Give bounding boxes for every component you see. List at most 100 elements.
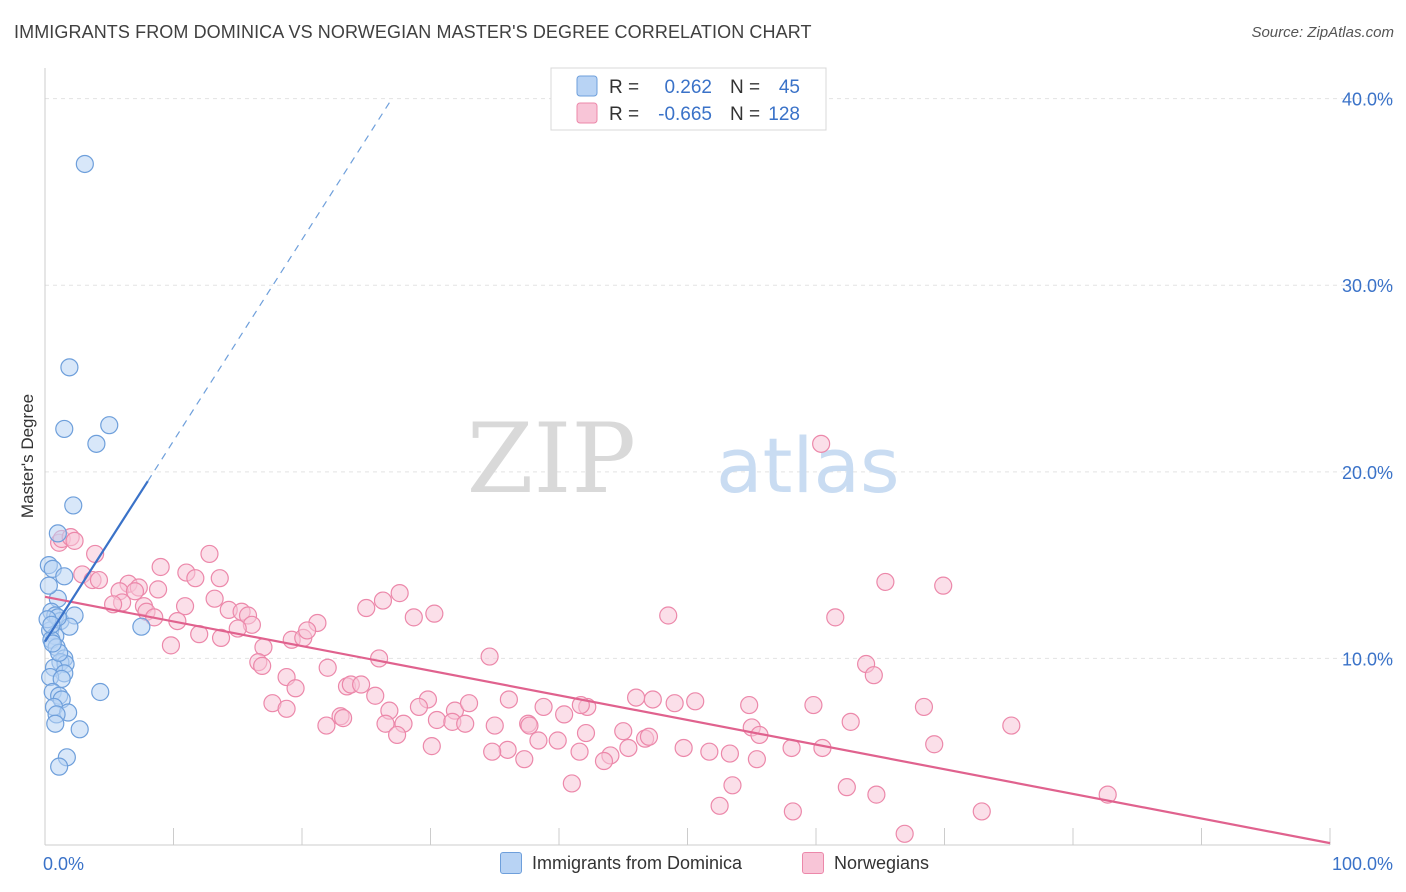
norwegians-point-17 — [125, 582, 145, 601]
norwegians-point-103 — [659, 606, 678, 625]
norwegians-point-6 — [200, 544, 219, 564]
legend-bottom: Immigrants from Dominica Norwegians — [0, 852, 1406, 878]
legend-n-label-2: N = — [730, 104, 760, 125]
dominica-point-43 — [50, 757, 69, 776]
norwegians-point-69 — [700, 742, 719, 761]
norwegians-point-88 — [804, 695, 823, 715]
legend-n-label-1: N = — [730, 77, 760, 98]
norwegians-point-79 — [483, 742, 502, 761]
norwegians-point-113 — [710, 796, 729, 815]
norwegians-point-62 — [520, 716, 539, 735]
y-axis-label: Master's Degree — [18, 394, 37, 518]
legend-swatch-pink — [576, 102, 598, 124]
norwegians-point-112 — [925, 735, 944, 754]
legend-item-dominica: Immigrants from Dominica — [500, 852, 742, 874]
legend-n-value-2: 128 — [768, 104, 800, 125]
x-tick-label-1: 100.0% — [1332, 854, 1393, 874]
norwegians-point-37 — [318, 658, 337, 677]
norwegians-point-50 — [499, 690, 518, 709]
dominica-point-6 — [48, 524, 67, 543]
norwegians-point-102 — [357, 598, 376, 618]
norwegians-point-54 — [334, 709, 353, 728]
legend-top: R = 0.262 N = 45 R = -0.665 N = 128 — [550, 67, 827, 131]
dominica-point-4 — [87, 434, 106, 453]
dominica-trend-extension — [147, 98, 393, 482]
y-tick-label-3: 40.0% — [1342, 90, 1393, 110]
norwegians-point-64 — [576, 723, 596, 743]
dominica-point-36 — [91, 682, 110, 702]
norwegians-point-87 — [841, 712, 860, 731]
legend-swatch-dominica — [500, 852, 522, 874]
norwegians-point-107 — [934, 576, 953, 595]
norwegians-point-100 — [373, 591, 393, 610]
dominica-point-0 — [75, 154, 94, 174]
dominica-point-2 — [55, 419, 74, 439]
y-tick-label-1: 20.0% — [1342, 463, 1393, 483]
norwegians-point-104 — [812, 434, 831, 453]
norwegians-point-55 — [376, 714, 395, 733]
legend-r-label-1: R = — [609, 77, 639, 98]
norwegians-point-120 — [562, 774, 581, 793]
norwegians-point-101 — [390, 584, 409, 603]
tick-labels: 10.0% 20.0% 30.0% 40.0% 0.0% 100.0% — [43, 90, 1393, 874]
norwegians-point-5 — [151, 557, 170, 577]
norwegians-point-80 — [422, 737, 441, 756]
norwegians-point-32 — [161, 636, 181, 655]
norwegians-point-21 — [175, 597, 195, 616]
norwegians-point-105 — [826, 608, 845, 627]
norwegians-point-122 — [387, 725, 407, 745]
legend-label-norwegians: Norwegians — [834, 852, 930, 873]
dominica-point-11 — [39, 576, 58, 595]
dominica-point-3 — [100, 416, 119, 435]
norwegians-point-57 — [427, 710, 447, 730]
norwegians-point-47 — [409, 697, 429, 717]
watermark: ZIP atlas — [467, 403, 900, 515]
norwegians-point-71 — [619, 738, 638, 758]
norwegians-point-115 — [837, 778, 856, 797]
norwegians-point-70 — [720, 744, 740, 763]
norwegians-point-99 — [425, 604, 444, 623]
norwegians-point-75 — [548, 731, 567, 750]
norwegians-point-3 — [65, 531, 84, 550]
norwegians-point-96 — [370, 649, 389, 668]
axes — [44, 68, 1331, 846]
legend-item-norwegians: Norwegians — [802, 852, 929, 874]
norwegians-point-65 — [614, 722, 633, 741]
norwegians-point-40 — [286, 679, 305, 698]
norwegians-point-9 — [89, 570, 109, 590]
norwegians-points — [50, 434, 1117, 843]
norwegians-point-98 — [404, 608, 423, 627]
legend-r-value-2: -0.665 — [658, 104, 712, 125]
norwegians-point-51 — [534, 697, 553, 717]
legend-n-value-1: 45 — [779, 77, 800, 98]
legend-label-dominica: Immigrants from Dominica — [532, 852, 743, 873]
norwegians-point-14 — [186, 569, 205, 588]
norwegians-point-67 — [639, 727, 659, 746]
norwegians-point-76 — [529, 731, 548, 750]
norwegians-point-116 — [867, 785, 886, 804]
norwegians-point-63 — [555, 705, 574, 724]
legend-swatch-blue — [576, 75, 598, 97]
y-tick-label-0: 10.0% — [1342, 649, 1393, 669]
trend-lines — [44, 98, 1331, 845]
norwegians-point-111 — [1002, 716, 1021, 735]
norwegians-point-31 — [211, 628, 231, 647]
dominica-points — [38, 154, 151, 776]
dominica-point-34 — [46, 714, 65, 733]
norwegians-point-109 — [864, 666, 883, 685]
dominica-point-37 — [132, 617, 151, 636]
norwegians-trend-line — [44, 595, 1331, 845]
norwegians-point-78 — [498, 740, 517, 759]
dominica-point-5 — [64, 496, 83, 515]
norwegians-point-90 — [665, 694, 684, 713]
watermark-zip: ZIP — [467, 403, 636, 515]
norwegians-point-124 — [253, 656, 272, 675]
norwegians-point-12 — [148, 580, 168, 599]
norwegians-point-97 — [480, 647, 499, 666]
norwegians-point-77 — [515, 750, 534, 769]
dominica-point-44 — [43, 634, 62, 653]
norwegians-point-60 — [485, 716, 504, 735]
dominica-point-10 — [55, 567, 74, 586]
norwegians-point-89 — [740, 695, 759, 715]
